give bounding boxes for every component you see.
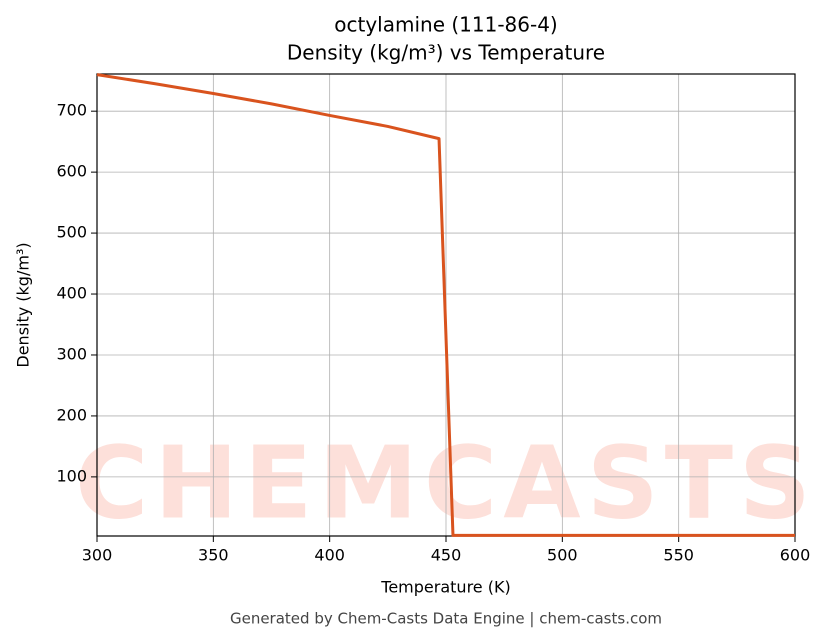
y-tick-label: 600 [56,162,87,181]
watermark: CHEMCASTS [75,424,817,541]
y-tick-label: 500 [56,223,87,242]
y-tick-label: 400 [56,284,87,303]
y-tick-label: 200 [56,405,87,424]
x-tick-label: 600 [780,546,811,565]
y-tick-label: 300 [56,344,87,363]
plot-frame [96,73,796,537]
x-tick-label: 550 [663,546,694,565]
y-axis-label: Density (kg/m³) [14,242,33,367]
y-tick-label: 700 [56,101,87,120]
x-tick-label: 400 [314,546,345,565]
x-tick-label: 450 [431,546,462,565]
x-axis-label: Temperature (K) [380,578,510,597]
data-line [96,73,795,537]
y-tick-label: 100 [56,466,87,485]
footer: Generated by Chem-Casts Data Engine | ch… [230,610,662,628]
chart-title: octylamine (111-86-4) [334,13,558,37]
x-tick-label: 500 [547,546,578,565]
chart-subtitle: Density (kg/m³) vs Temperature [287,41,605,65]
x-tick-label: 350 [198,546,229,565]
x-tick-label: 300 [82,546,113,565]
